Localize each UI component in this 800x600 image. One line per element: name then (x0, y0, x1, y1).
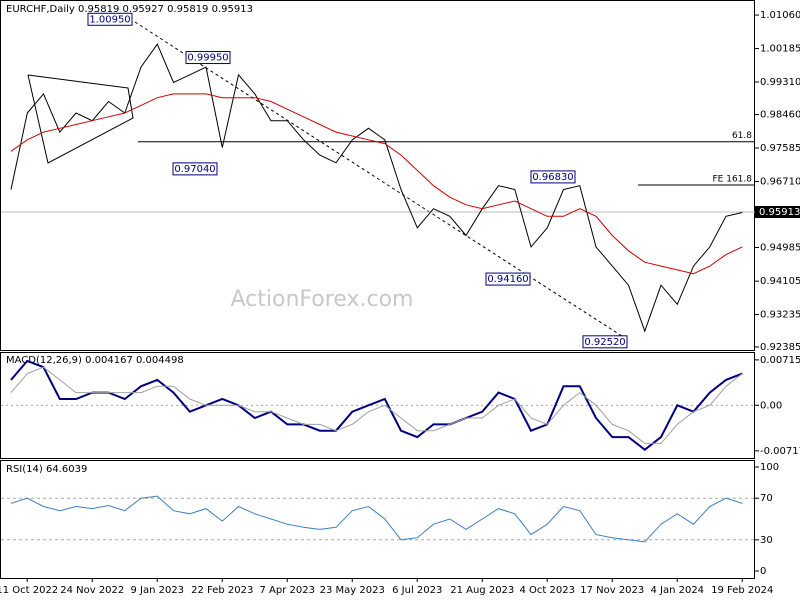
price-label: 0.95913 (759, 207, 800, 218)
y-tick-label: 100 (760, 462, 779, 473)
y-tick-label: 30 (760, 535, 773, 546)
price-title: EURCHF,Daily 0.95819 0.95927 0.95819 0.9… (6, 4, 253, 15)
rsi-title: RSI(14) 64.6039 (6, 464, 87, 475)
annotation-label: 1.00950 (89, 14, 130, 25)
price-frame (0, 0, 755, 351)
y-tick-label: 0.94105 (760, 276, 800, 287)
y-tick-label: 0.00 (760, 400, 782, 411)
price-label-bg (755, 205, 800, 218)
fib-label: FE 161.8 (713, 174, 753, 184)
annotation-box (87, 12, 133, 26)
x-tick-label: 4 Oct 2023 (520, 585, 575, 596)
annotation-label: 0.92520 (584, 337, 625, 348)
x-tick-label: 17 Nov 2023 (580, 585, 644, 596)
annotation-box (530, 170, 576, 184)
x-tick-label: 6 Jul 2023 (392, 585, 442, 596)
x-tick-label: 21 Aug 2023 (450, 585, 514, 596)
y-tick-label: 1.00185 (760, 44, 800, 55)
y-tick-label: 0.98460 (760, 110, 800, 121)
y-tick-label: 0.92385 (760, 342, 800, 353)
x-tick-label: 22 Feb 2023 (191, 585, 253, 596)
y-tick-label: 0.93235 (760, 309, 800, 320)
macd-frame (0, 352, 755, 459)
triangle-pattern (27, 74, 134, 164)
y-tick-label: 0.94985 (760, 243, 800, 254)
fib-label: 61.8 (732, 131, 752, 141)
series-line (10, 43, 743, 333)
series-line (10, 93, 743, 275)
annotation-box (582, 335, 628, 349)
annotation-label: 0.97040 (174, 164, 215, 175)
annotation-box (485, 272, 531, 286)
x-tick-label: 9 Jan 2023 (130, 585, 184, 596)
annotation-label: 0.99950 (187, 53, 228, 64)
trend-line (134, 21, 629, 341)
x-tick-label: 4 Jan 2024 (650, 585, 704, 596)
y-tick-label: 0.99310 (760, 77, 800, 88)
watermark: ActionForex.com (231, 287, 414, 312)
rsi-frame (0, 460, 755, 579)
annotation-label: 0.94160 (487, 274, 528, 285)
x-tick-label: 24 Nov 2022 (60, 585, 124, 596)
series-line (10, 495, 743, 543)
y-tick-label: 0.96710 (760, 177, 800, 188)
x-tick-label: 23 May 2023 (320, 585, 385, 596)
x-tick-label: 11 Oct 2022 (0, 585, 58, 596)
y-tick-label: 0.97585 (760, 143, 800, 154)
y-tick-label: 1.01060 (760, 10, 800, 21)
x-tick-label: 19 Feb 2024 (711, 585, 773, 596)
x-tick-label: 7 Apr 2023 (260, 585, 315, 596)
y-tick-label: 0.007159 (760, 355, 800, 366)
y-tick-label: 0 (760, 566, 766, 577)
annotation-label: 0.96830 (532, 172, 573, 183)
y-tick-label: -0.007173 (760, 446, 800, 457)
annotation-box (172, 162, 218, 176)
macd-title: MACD(12,26,9) 0.004167 0.004498 (6, 355, 184, 366)
annotation-box (185, 51, 231, 65)
series-line (10, 366, 743, 444)
y-tick-label: 70 (760, 493, 773, 504)
